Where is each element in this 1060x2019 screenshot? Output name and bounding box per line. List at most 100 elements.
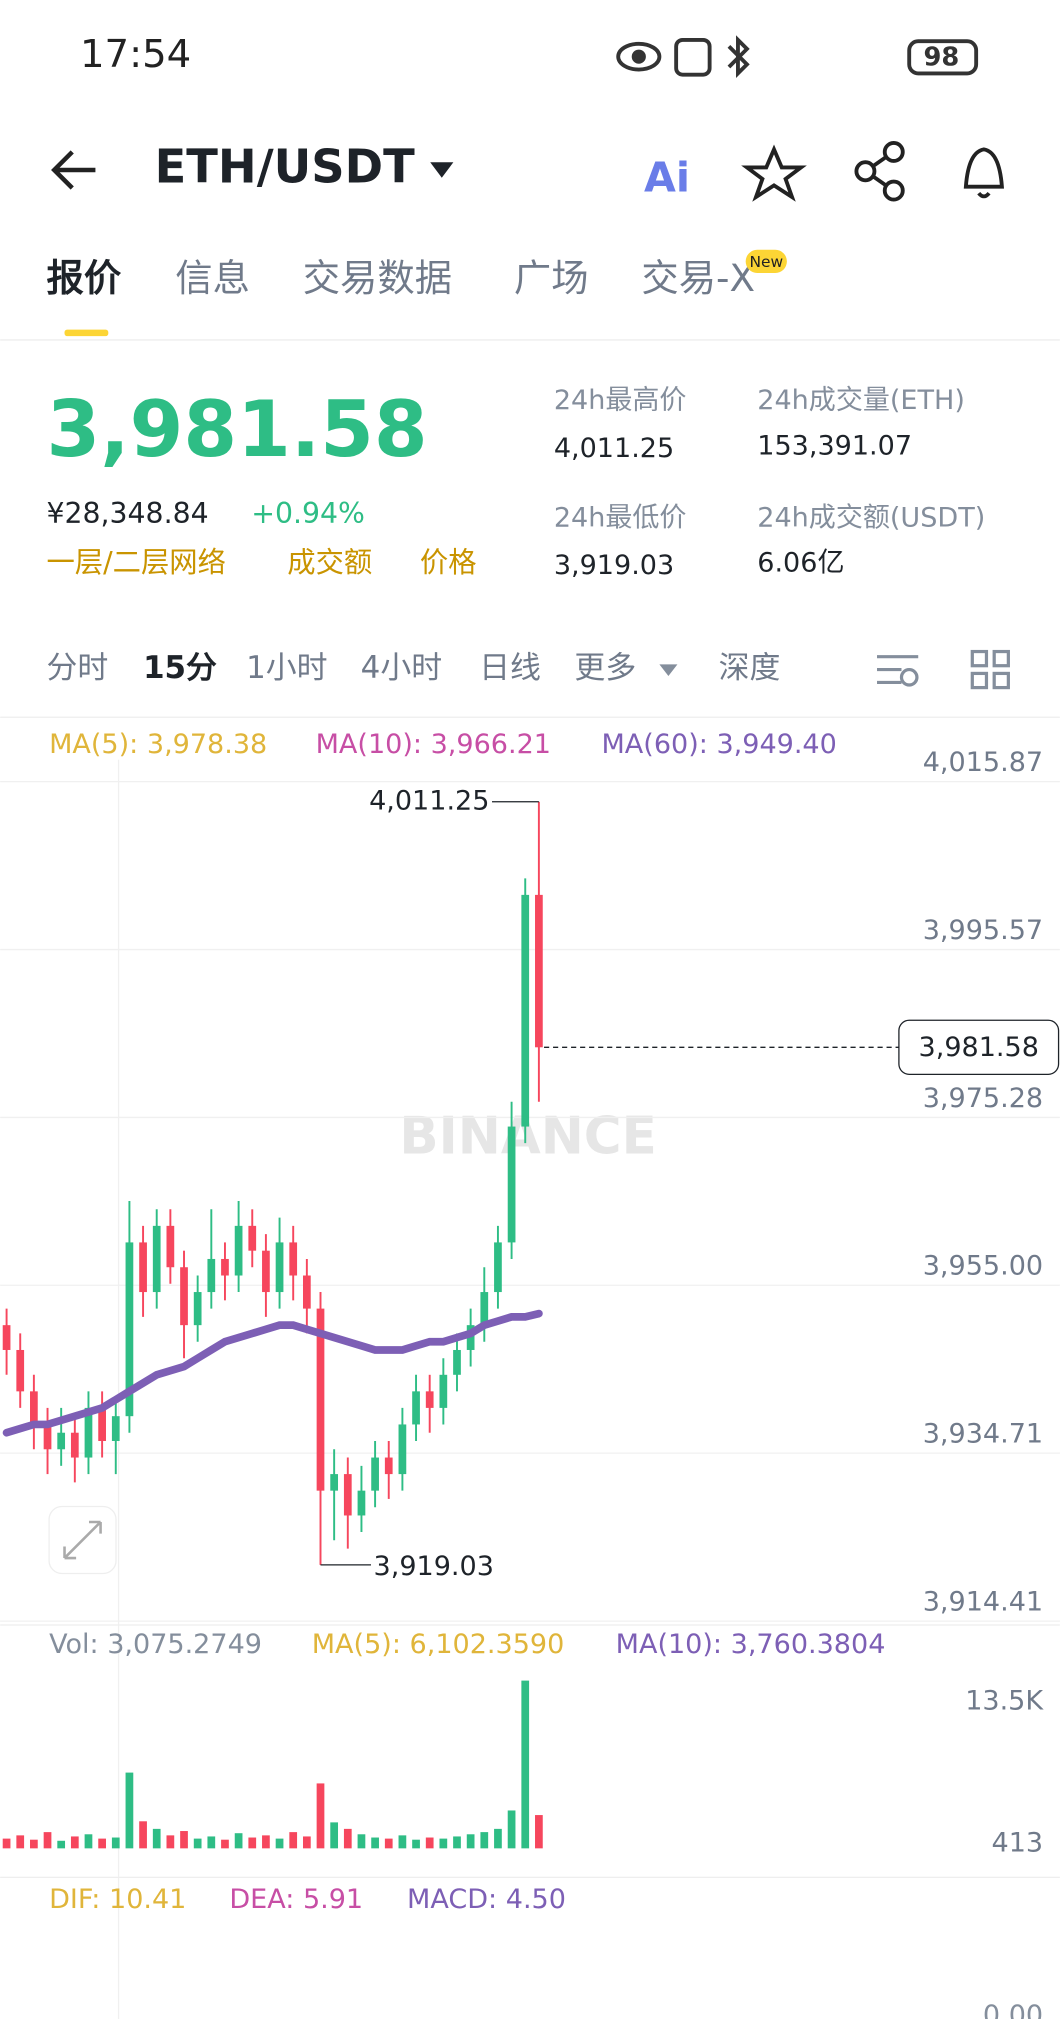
candle-body — [384, 1457, 393, 1475]
stat-label: 24h最低价 — [554, 502, 687, 533]
candle-body — [70, 1432, 79, 1458]
candle-body — [43, 1424, 52, 1450]
vol-legend: Vol: 3,075.2749 — [49, 1629, 262, 1660]
last-price: 3,981.58 — [46, 385, 427, 475]
stat-label: 24h成交额(USDT) — [757, 502, 985, 533]
indicator-settings[interactable] — [877, 655, 919, 687]
volume-bar — [30, 1839, 38, 1849]
candle-body — [125, 1242, 134, 1417]
volume-bar — [330, 1822, 339, 1849]
volume-bar — [70, 1836, 79, 1849]
favorite-button[interactable] — [741, 144, 807, 202]
tag[interactable]: 一层/二层网络 — [46, 546, 225, 579]
candle-body — [343, 1474, 352, 1516]
candle-body — [248, 1225, 257, 1251]
volume-bar — [466, 1834, 475, 1849]
last-price-box — [898, 1019, 1060, 1075]
volume-bar — [425, 1837, 434, 1849]
volume-bar — [494, 1828, 502, 1849]
y-tick-label: 3,934.71 — [923, 1419, 1043, 1450]
candle-body — [302, 1275, 311, 1309]
pair-title[interactable]: ETH/USDT — [155, 139, 415, 193]
volume-bar — [16, 1835, 25, 1849]
volume-bar — [357, 1834, 366, 1849]
interval[interactable]: 更多 — [574, 650, 636, 686]
y-tick-label: 3,995.57 — [923, 915, 1043, 946]
tab[interactable]: 信息 — [175, 256, 250, 300]
dif-legend: DIF: 10.41 — [49, 1884, 186, 1915]
volume-bar — [221, 1839, 229, 1849]
candle-body — [425, 1391, 434, 1408]
candle-body — [139, 1242, 147, 1293]
candle-body — [16, 1349, 25, 1392]
candle-body — [98, 1407, 106, 1441]
interval[interactable]: 4小时 — [361, 650, 442, 686]
interval[interactable]: 日线 — [479, 650, 541, 686]
interval[interactable]: 15分 — [143, 650, 217, 686]
candle-body — [234, 1225, 243, 1276]
candle-body — [111, 1416, 120, 1441]
fullscreen-icon — [63, 1520, 102, 1560]
last-price-label: 3,981.58 — [919, 1032, 1039, 1063]
volume-bar — [234, 1833, 243, 1849]
candle-body — [207, 1258, 216, 1293]
candle-body — [84, 1407, 93, 1458]
interval[interactable]: 分时 — [46, 650, 108, 686]
stat-label: 24h成交量(ETH) — [757, 385, 965, 416]
ma5-legend: MA(5): 3,978.38 — [49, 729, 267, 760]
pair-dropdown[interactable] — [430, 162, 454, 178]
interval[interactable]: 深度 — [719, 650, 781, 686]
tab[interactable]: 交易-X — [641, 256, 755, 300]
alert-button[interactable] — [963, 147, 1004, 199]
tab[interactable]: 广场 — [514, 256, 589, 300]
back-button[interactable] — [51, 150, 96, 190]
tag[interactable]: 价格 — [420, 546, 477, 579]
volume-bar — [480, 1832, 489, 1849]
volume-bar — [43, 1832, 52, 1849]
candle-body — [371, 1457, 379, 1491]
vol-ma5-legend: MA(5): 6,102.3590 — [312, 1629, 565, 1660]
status-time: 17:54 — [80, 32, 191, 77]
candle-body — [521, 894, 530, 1127]
ai-button[interactable]: Ai — [644, 153, 690, 201]
interval[interactable]: 1小时 — [246, 650, 327, 686]
candle-body — [289, 1242, 298, 1276]
layout-button[interactable] — [970, 649, 1010, 690]
y-tick-label: 4,015.87 — [923, 747, 1043, 778]
vol-tick-label: 413 — [992, 1827, 1044, 1858]
volume-bar — [398, 1835, 407, 1849]
volume-bar — [521, 1680, 530, 1849]
candle-body — [507, 1126, 516, 1243]
candle-body — [193, 1292, 202, 1326]
vol-ma10-legend: MA(10): 3,760.3804 — [616, 1629, 886, 1660]
ma60-line — [2, 1309, 543, 1437]
volume-bar — [180, 1831, 188, 1849]
tab[interactable]: 交易数据 — [303, 256, 452, 300]
volume-bar — [248, 1837, 257, 1849]
stat-value: 3,919.03 — [554, 550, 674, 581]
volume-bar — [384, 1838, 393, 1849]
more-dropdown[interactable] — [659, 664, 678, 677]
volume-bar — [84, 1834, 93, 1849]
ma10-legend: MA(10): 3,966.21 — [316, 729, 551, 760]
volume-bar — [371, 1837, 379, 1849]
share-button[interactable] — [854, 140, 905, 202]
candle-body — [262, 1250, 270, 1293]
volume-bar — [412, 1839, 420, 1849]
cny-price: ¥28,348.84 — [46, 497, 208, 530]
new-badge — [745, 249, 787, 273]
volume-bar — [289, 1832, 298, 1849]
macd-legend: MACD: 4.50 — [407, 1884, 566, 1915]
tag[interactable]: 成交额 — [287, 546, 372, 579]
tab[interactable]: 报价 — [46, 256, 121, 300]
stat-label: 24h最高价 — [554, 385, 687, 416]
candle-body — [275, 1242, 284, 1293]
volume-bar — [125, 1772, 134, 1849]
y-tick-label: 3,975.28 — [923, 1083, 1043, 1114]
volume-bar — [152, 1828, 161, 1849]
candle-body — [466, 1325, 475, 1350]
stat-value: 6.06亿 — [757, 547, 844, 578]
vol-tick-label: 13.5K — [965, 1686, 1044, 1717]
volume-bar — [439, 1838, 448, 1849]
